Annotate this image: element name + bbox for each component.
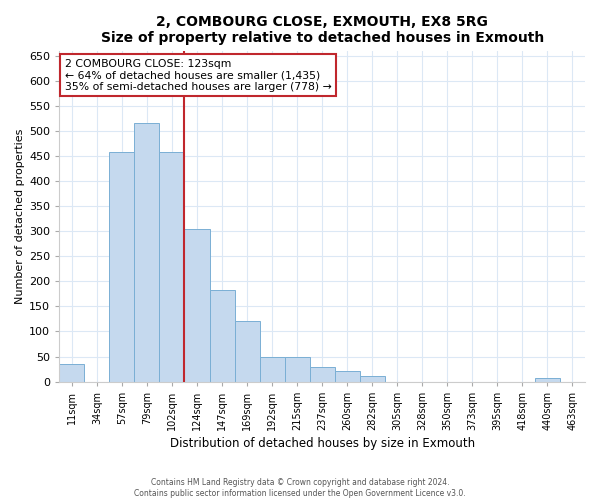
X-axis label: Distribution of detached houses by size in Exmouth: Distribution of detached houses by size … [170,437,475,450]
Title: 2, COMBOURG CLOSE, EXMOUTH, EX8 5RG
Size of property relative to detached houses: 2, COMBOURG CLOSE, EXMOUTH, EX8 5RG Size… [101,15,544,45]
Bar [59,364,85,382]
Bar [134,124,160,382]
Bar [184,228,209,382]
Bar [160,152,184,382]
Bar [260,356,284,382]
Bar [535,378,560,382]
Bar [209,290,235,382]
Bar [360,376,385,382]
Bar [235,322,260,382]
Bar [335,370,360,382]
Bar [284,356,310,382]
Text: 2 COMBOURG CLOSE: 123sqm
← 64% of detached houses are smaller (1,435)
35% of sem: 2 COMBOURG CLOSE: 123sqm ← 64% of detach… [65,59,331,92]
Bar [310,367,335,382]
Bar [109,152,134,382]
Text: Contains HM Land Registry data © Crown copyright and database right 2024.
Contai: Contains HM Land Registry data © Crown c… [134,478,466,498]
Y-axis label: Number of detached properties: Number of detached properties [15,128,25,304]
